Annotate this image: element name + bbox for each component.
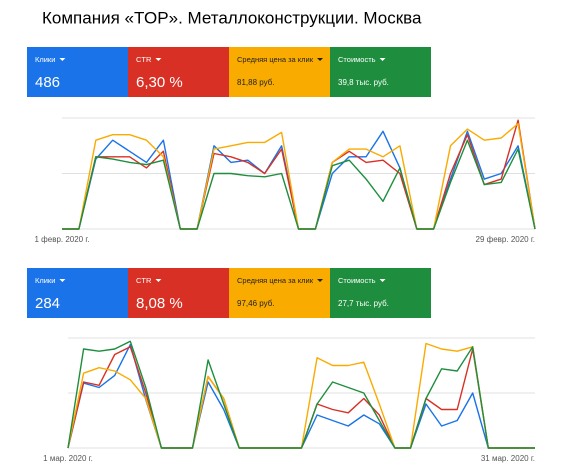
dropdown-arrow bbox=[379, 58, 386, 61]
metric-card[interactable] bbox=[128, 47, 229, 97]
metric-value: 97,46 руб. bbox=[237, 299, 275, 308]
x-tick-label: 1 февр. 2020 г. bbox=[34, 235, 89, 244]
metric-name: Клики bbox=[35, 55, 55, 64]
metric-value: 39,8 тыс. руб. bbox=[338, 78, 389, 87]
dropdown-arrow bbox=[59, 279, 66, 282]
metric-value: 6,30 % bbox=[136, 74, 183, 91]
dropdown-arrow bbox=[379, 279, 386, 282]
metric-card[interactable] bbox=[27, 268, 128, 318]
series-line bbox=[62, 139, 536, 230]
metric-name: CTR bbox=[136, 276, 152, 285]
metric-name: Стоимость bbox=[338, 276, 376, 285]
metric-name: Стоимость bbox=[338, 55, 376, 64]
metric-card[interactable] bbox=[27, 47, 128, 97]
metric-card[interactable] bbox=[330, 268, 431, 318]
metric-card[interactable] bbox=[229, 47, 330, 97]
metric-value: 486 bbox=[35, 74, 60, 91]
dropdown-arrow bbox=[155, 279, 162, 282]
series-line bbox=[62, 130, 536, 230]
metric-card[interactable] bbox=[330, 47, 431, 97]
x-tick-label: 1 мар. 2020 г. bbox=[43, 454, 93, 463]
metric-value: 27,7 тыс. руб. bbox=[338, 299, 389, 308]
metric-name: Средняя цена за клик bbox=[237, 55, 314, 64]
dropdown-arrow bbox=[317, 279, 324, 282]
metric-card[interactable] bbox=[229, 268, 330, 318]
x-tick-label: 29 февр. 2020 г. bbox=[476, 235, 535, 244]
page-title: Компания «TOP». Металлоконструкции. Моск… bbox=[42, 8, 422, 27]
series-line bbox=[67, 346, 535, 449]
dropdown-arrow bbox=[155, 58, 162, 61]
dropdown-arrow bbox=[59, 58, 66, 61]
metric-value: 8,08 % bbox=[136, 295, 183, 312]
metric-name: Клики bbox=[35, 276, 55, 285]
series-line bbox=[67, 340, 535, 449]
x-tick-label: 31 мар. 2020 г. bbox=[481, 454, 535, 463]
metric-value: 81,88 руб. bbox=[237, 78, 275, 87]
metric-name: Средняя цена за клик bbox=[237, 276, 314, 285]
metric-name: CTR bbox=[136, 55, 152, 64]
dropdown-arrow bbox=[317, 58, 324, 61]
metric-value: 284 bbox=[35, 295, 60, 312]
metric-card[interactable] bbox=[128, 268, 229, 318]
